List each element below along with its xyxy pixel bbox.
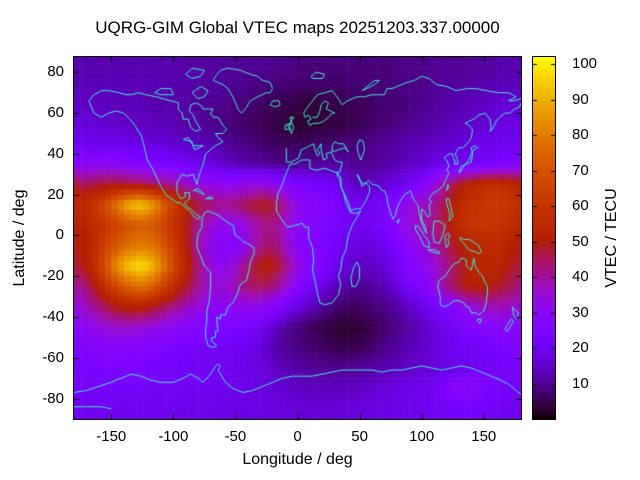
- y-tick-label: 80: [47, 63, 64, 81]
- colorbar-tick-label: 60: [572, 197, 589, 215]
- colorbar-tick-label: 30: [572, 303, 589, 321]
- colorbar-tick-label: 100: [572, 55, 598, 73]
- colorbar-tick-label: 70: [572, 161, 589, 179]
- colorbar-tick-label: 90: [572, 90, 589, 108]
- vtec-heatmap: [73, 56, 522, 420]
- x-tick-label: 50: [351, 428, 368, 445]
- x-tick-label: -150: [96, 428, 127, 445]
- y-tick-label: 0: [55, 226, 64, 244]
- y-tick-label: -20: [42, 267, 64, 285]
- x-tick-label: 0: [293, 428, 302, 445]
- colorbar-tick-label: 10: [572, 374, 589, 392]
- x-tick-label: 100: [409, 428, 435, 445]
- y-tick-label: 60: [47, 104, 64, 122]
- colorbar-tick-label: 40: [572, 268, 589, 286]
- x-tick-label: -50: [224, 428, 247, 445]
- y-tick-label: 40: [47, 144, 64, 162]
- x-tick-label: -100: [158, 428, 189, 445]
- x-axis-title: Longitude / deg: [242, 451, 353, 468]
- y-tick-label: -60: [42, 348, 64, 366]
- x-tick-label: 150: [471, 428, 497, 445]
- chart-title: UQRG-GIM Global VTEC maps 20251203.337.0…: [95, 18, 500, 37]
- y-tick-label: -80: [42, 389, 64, 407]
- colorbar-tick-label: 80: [572, 126, 589, 144]
- y-tick-label: -40: [42, 308, 64, 326]
- colorbar-gradient: [532, 56, 556, 420]
- colorbar-tick-label: 50: [572, 232, 589, 250]
- y-tick-label: 20: [47, 185, 64, 203]
- colorbar-tick-label: 20: [572, 339, 589, 357]
